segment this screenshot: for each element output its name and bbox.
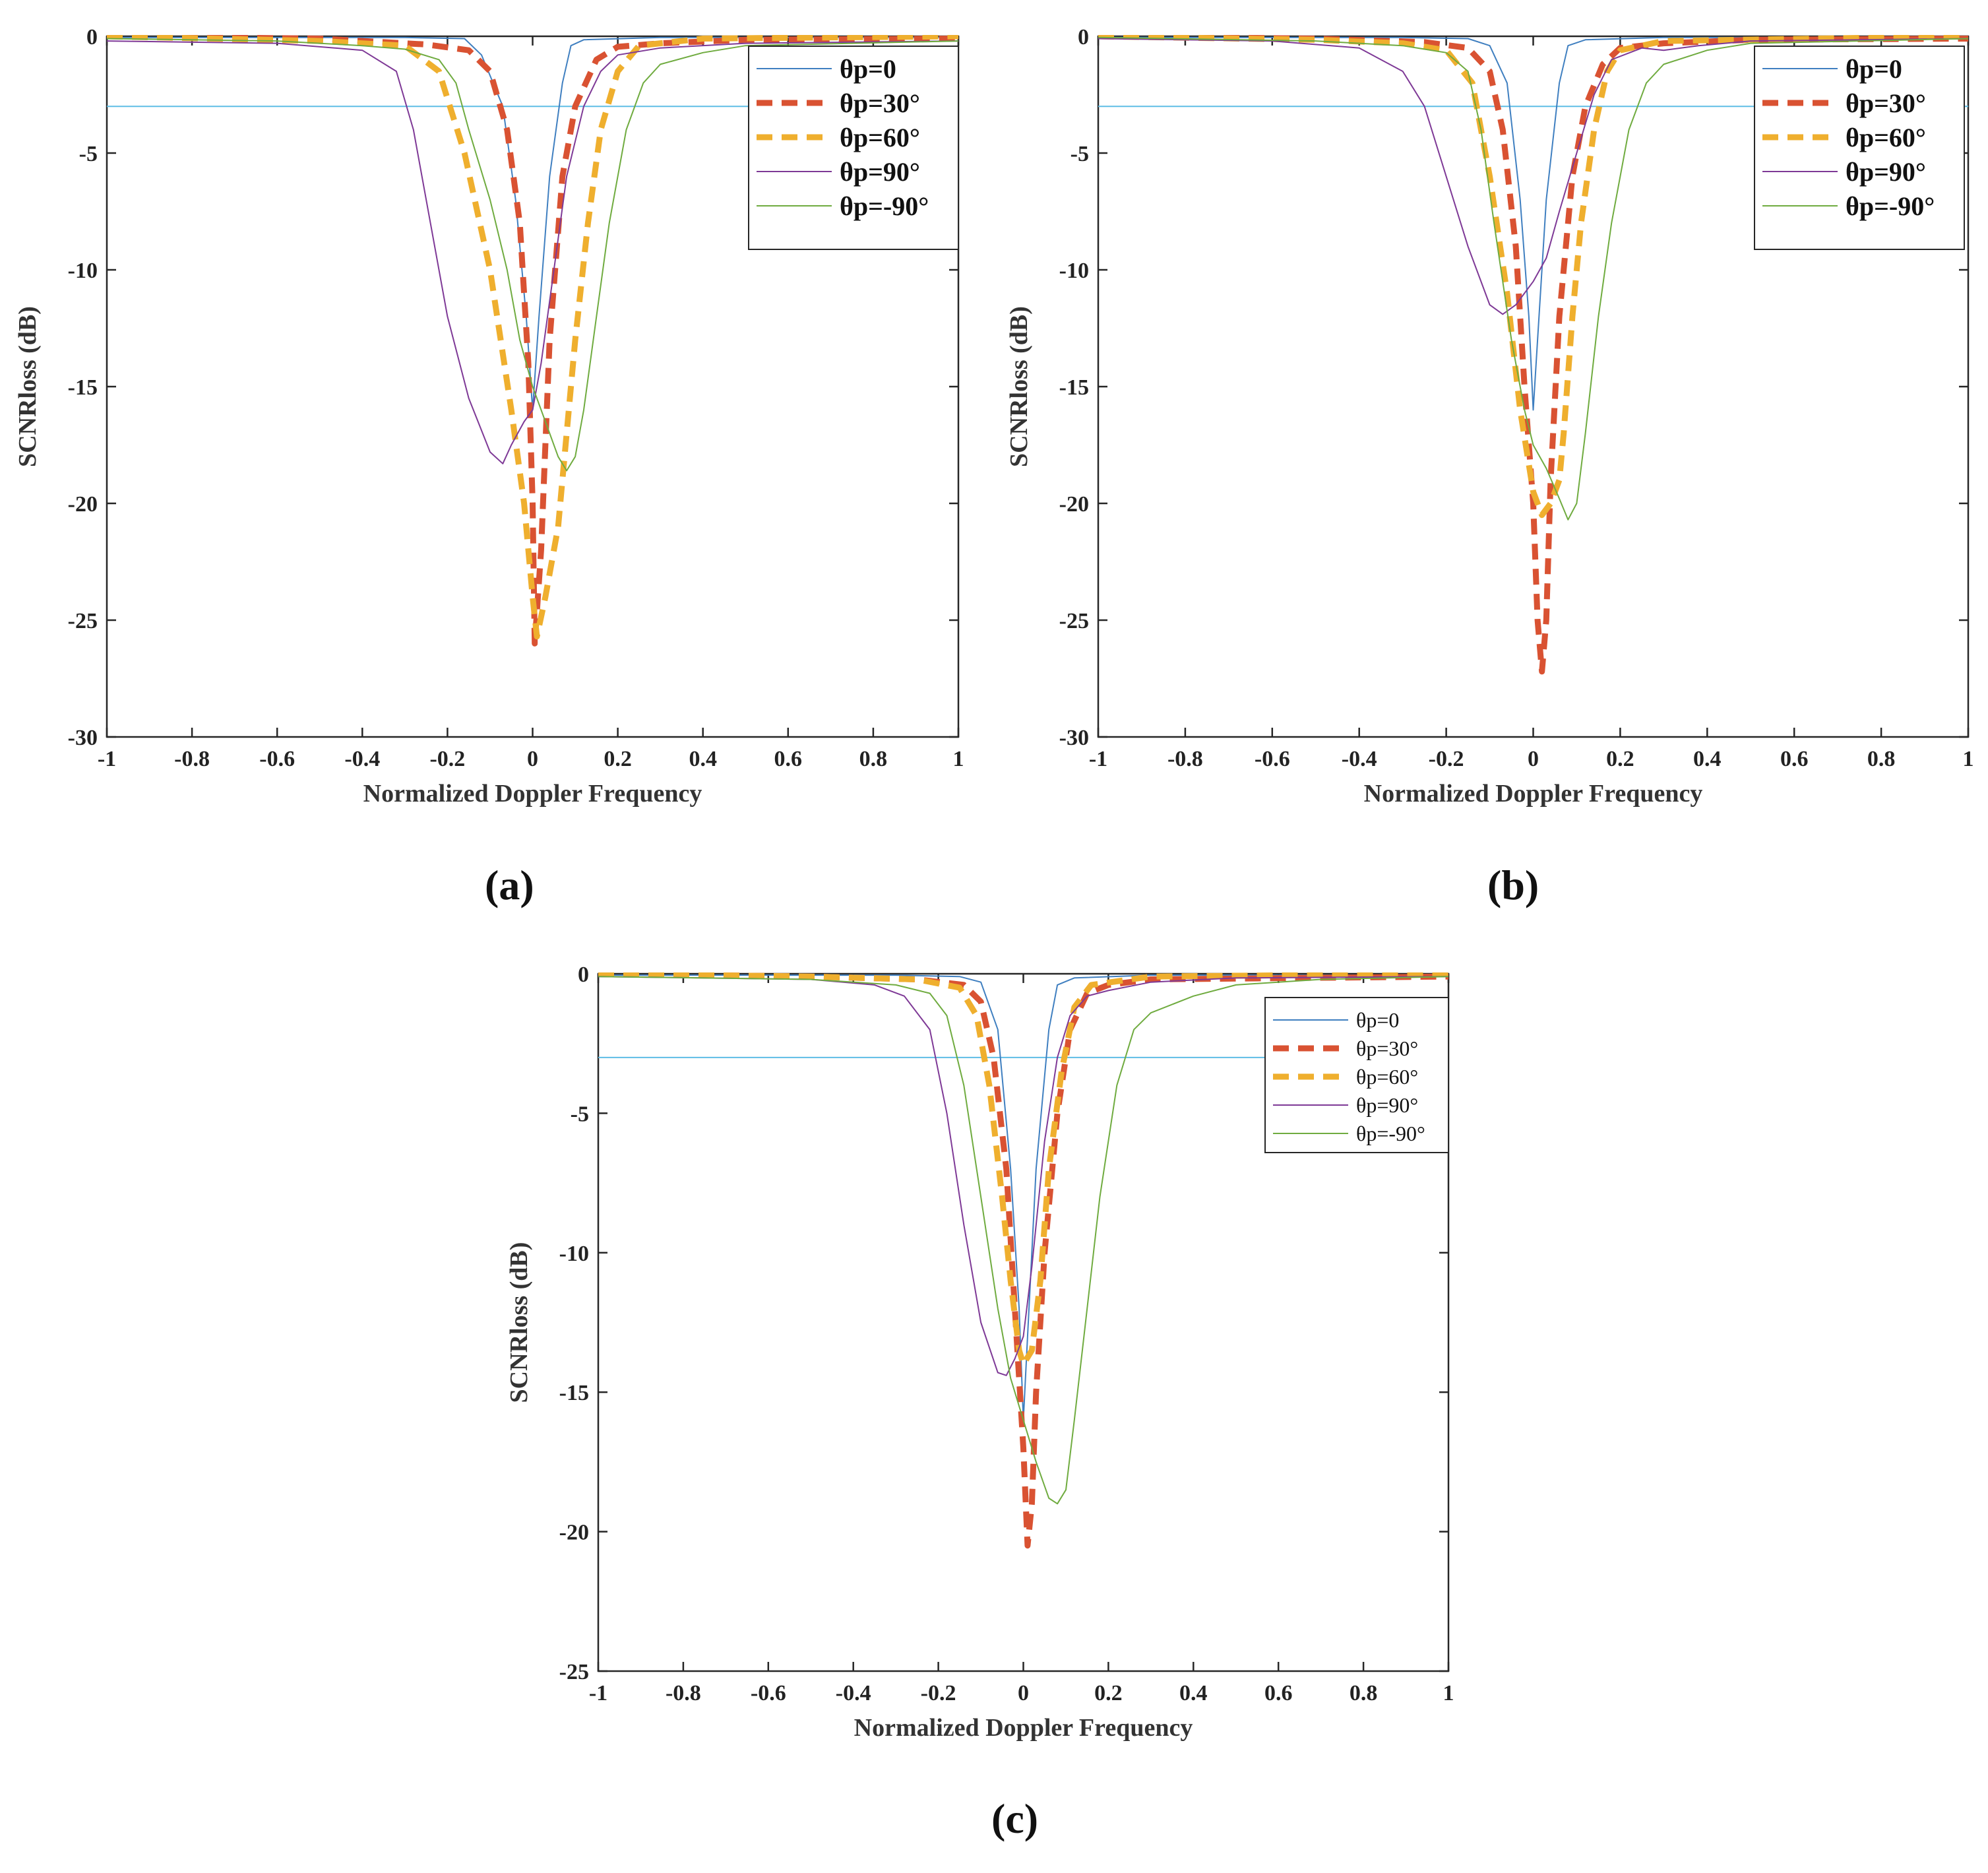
x-tick-label: 0.8 xyxy=(1867,747,1896,771)
legend-box xyxy=(1754,46,1965,250)
x-tick-label: 0.6 xyxy=(774,747,803,771)
x-tick-label: 0.4 xyxy=(689,747,717,771)
y-tick-label: 0 xyxy=(86,25,98,49)
x-tick-label: 1 xyxy=(953,747,964,771)
legend-label: θp=0 xyxy=(840,54,896,84)
legend-label: θp=90° xyxy=(1356,1093,1418,1117)
legend-label: θp=60° xyxy=(1356,1065,1418,1089)
panel-caption-c: (c) xyxy=(991,1795,1039,1842)
y-tick-label: -5 xyxy=(571,1102,589,1126)
x-axis-label: Normalized Doppler Frequency xyxy=(854,1714,1193,1742)
x-tick-label: 0.2 xyxy=(1606,747,1634,771)
legend-label: θp=90° xyxy=(840,157,920,187)
y-tick-label: -10 xyxy=(68,259,98,283)
legend-label: θp=0 xyxy=(1846,54,1902,84)
y-tick-label: -25 xyxy=(1059,609,1089,633)
y-tick-label: 0 xyxy=(578,963,589,987)
x-tick-label: 0.8 xyxy=(859,747,888,771)
series-line-4 xyxy=(598,976,1448,1376)
x-tick-label: -0.2 xyxy=(1429,747,1464,771)
x-tick-label: -1 xyxy=(98,747,116,771)
legend-label: θp=30° xyxy=(840,88,920,118)
y-tick-label: -30 xyxy=(1059,726,1089,750)
x-tick-label: 0.6 xyxy=(1264,1681,1293,1705)
legend-box xyxy=(1264,997,1449,1153)
x-tick-label: 0.4 xyxy=(1693,747,1722,771)
x-tick-label: 0.8 xyxy=(1350,1681,1378,1705)
y-tick-label: 0 xyxy=(1078,25,1089,49)
x-tick-label: 1 xyxy=(1963,747,1974,771)
series-line-4 xyxy=(1098,38,1968,315)
series-line-3 xyxy=(107,35,958,640)
x-axis-label: Normalized Doppler Frequency xyxy=(1364,780,1703,808)
series-line-5 xyxy=(107,38,958,472)
x-tick-label: -0.8 xyxy=(174,747,210,771)
y-tick-label: -20 xyxy=(68,492,98,517)
legend-label: θp=-90° xyxy=(840,191,929,221)
y-tick-label: -10 xyxy=(559,1242,589,1266)
panel-caption-b: (b) xyxy=(1487,862,1539,908)
legend-label: θp=30° xyxy=(1846,88,1926,118)
x-tick-label: -0.8 xyxy=(666,1681,701,1705)
x-tick-label: -0.4 xyxy=(836,1681,871,1705)
x-tick-label: 0.4 xyxy=(1179,1681,1208,1705)
x-axis-label: Normalized Doppler Frequency xyxy=(363,780,702,808)
y-tick-label: -15 xyxy=(1059,375,1089,400)
legend: θp=0 θp=30° θp=60° θp=90° θp=-90° xyxy=(1264,997,1449,1153)
x-tick-label: 0 xyxy=(527,747,538,771)
y-tick-label: -20 xyxy=(559,1521,589,1545)
y-tick-label: -5 xyxy=(79,142,98,166)
chart-panel-1: -1 -0.8 -0.6 -0.4 -0.2 0 0.2 0.4 0.6 0.8 1 0 -5 -10 -1… xyxy=(14,25,964,808)
series-line-5 xyxy=(1098,36,1968,521)
y-axis-label: SCNRloss (dB) xyxy=(505,1242,533,1403)
legend-label: θp=-90° xyxy=(1356,1122,1425,1145)
legend-label: θp=-90° xyxy=(1846,191,1935,221)
y-tick-label: -15 xyxy=(559,1381,589,1405)
x-tick-label: -0.6 xyxy=(1255,747,1290,771)
legend-box xyxy=(748,46,959,250)
x-tick-label: -1 xyxy=(589,1681,607,1705)
series-line-2 xyxy=(107,35,958,647)
x-tick-label: 0 xyxy=(1528,747,1539,771)
series-line-2 xyxy=(1098,35,1968,675)
x-tick-label: -0.2 xyxy=(921,1681,956,1705)
x-tick-label: 0.2 xyxy=(1094,1681,1123,1705)
x-tick-label: -1 xyxy=(1089,747,1107,771)
series-line-4 xyxy=(107,40,958,464)
x-tick-label: -0.6 xyxy=(751,1681,786,1705)
legend-label: θp=0 xyxy=(1356,1008,1399,1032)
series-line-5 xyxy=(598,976,1448,1505)
legend-label: θp=90° xyxy=(1846,157,1926,187)
series-line-1 xyxy=(1098,36,1968,411)
x-tick-label: -0.8 xyxy=(1167,747,1203,771)
x-tick-label: 1 xyxy=(1443,1681,1454,1705)
y-tick-label: -10 xyxy=(1059,259,1089,283)
x-tick-label: -0.4 xyxy=(344,747,380,771)
x-tick-label: 0 xyxy=(1018,1681,1029,1705)
x-tick-label: -0.6 xyxy=(259,747,295,771)
x-tick-label: 0.6 xyxy=(1780,747,1809,771)
y-tick-label: -5 xyxy=(1071,142,1089,166)
chart-panel-3: -1 -0.8 -0.6 -0.4 -0.2 0 0.2 0.4 0.6 0.8 1 0 -5 -10 -1… xyxy=(505,963,1454,1742)
x-tick-label: -0.4 xyxy=(1342,747,1377,771)
y-tick-label: -25 xyxy=(68,609,98,633)
y-tick-label: -25 xyxy=(559,1660,589,1684)
y-tick-label: -20 xyxy=(1059,492,1089,517)
legend: θp=0 θp=30° θp=60° θp=90° θp=-90° xyxy=(748,46,959,250)
legend: θp=0 θp=30° θp=60° θp=90° θp=-90° xyxy=(1754,46,1965,250)
legend-label: θp=30° xyxy=(1356,1036,1418,1060)
series-line-3 xyxy=(598,972,1448,1368)
y-axis-label: SCNRloss (dB) xyxy=(1005,306,1033,467)
legend-label: θp=60° xyxy=(840,123,920,152)
x-tick-label: -0.2 xyxy=(429,747,465,771)
legend-label: θp=60° xyxy=(1846,123,1926,152)
y-tick-label: -30 xyxy=(68,726,98,750)
chart-panel-2: -1 -0.8 -0.6 -0.4 -0.2 0 0.2 0.4 0.6 0.8 1 0 -5 -10 -1… xyxy=(1005,25,1974,808)
x-tick-label: 0.2 xyxy=(604,747,632,771)
y-tick-label: -15 xyxy=(68,375,98,400)
y-axis-label: SCNRloss (dB) xyxy=(14,306,42,467)
panel-caption-a: (a) xyxy=(485,862,534,908)
